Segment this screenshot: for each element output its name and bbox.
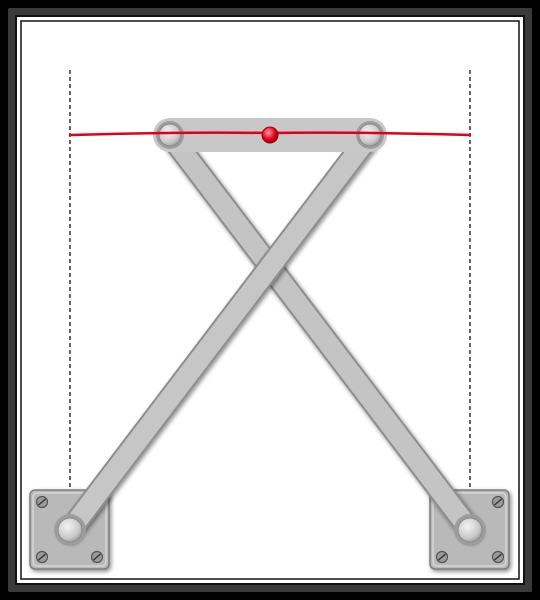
canvas-inner-border xyxy=(20,20,520,580)
crank-link-left-face xyxy=(60,125,380,540)
screw-icon xyxy=(90,550,104,564)
screw-icon xyxy=(35,495,49,509)
crank-link-right-face xyxy=(160,125,480,540)
screw-icon xyxy=(491,550,505,564)
joint-ground-left xyxy=(54,514,86,546)
screw-icon xyxy=(35,550,49,564)
joint-ground-right xyxy=(454,514,486,546)
joint-coupler-left xyxy=(156,121,184,149)
screw-icon xyxy=(491,495,505,509)
screw-icon xyxy=(435,550,449,564)
joint-coupler-right xyxy=(356,121,384,149)
tracer-point xyxy=(261,126,279,144)
